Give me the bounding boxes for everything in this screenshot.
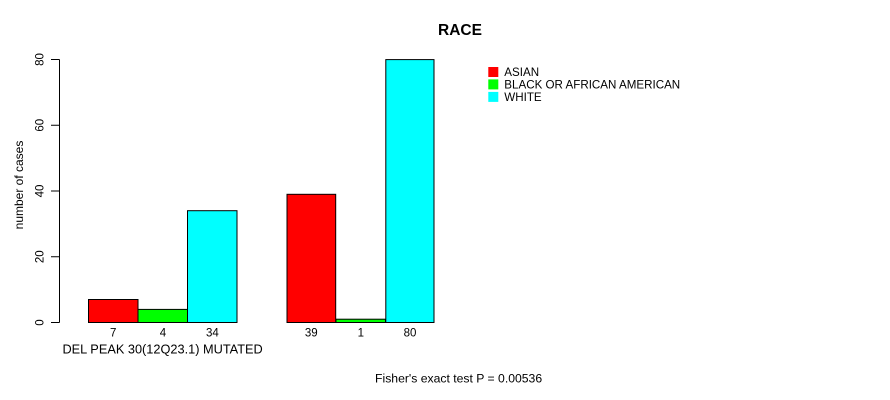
svg-text:DEL PEAK 30(12Q23.1) MUTATED: DEL PEAK 30(12Q23.1) MUTATED bbox=[62, 342, 262, 357]
svg-text:34: 34 bbox=[206, 328, 219, 340]
svg-text:39: 39 bbox=[305, 328, 318, 340]
svg-text:0: 0 bbox=[35, 319, 47, 325]
svg-text:20: 20 bbox=[35, 250, 47, 263]
svg-text:4: 4 bbox=[160, 328, 167, 340]
svg-text:BLACK OR AFRICAN AMERICAN: BLACK OR AFRICAN AMERICAN bbox=[504, 79, 680, 92]
svg-text:Fisher's exact test P = 0.0053: Fisher's exact test P = 0.00536 bbox=[375, 371, 542, 385]
svg-text:60: 60 bbox=[35, 119, 47, 132]
svg-text:1: 1 bbox=[358, 328, 364, 340]
svg-text:number of cases: number of cases bbox=[12, 141, 26, 230]
svg-text:RACE: RACE bbox=[438, 22, 482, 39]
svg-text:WHITE: WHITE bbox=[504, 91, 542, 104]
svg-text:ASIAN: ASIAN bbox=[504, 66, 539, 79]
svg-text:80: 80 bbox=[35, 53, 47, 66]
svg-text:80: 80 bbox=[404, 328, 417, 340]
svg-text:40: 40 bbox=[35, 185, 47, 198]
svg-text:7: 7 bbox=[110, 328, 116, 340]
